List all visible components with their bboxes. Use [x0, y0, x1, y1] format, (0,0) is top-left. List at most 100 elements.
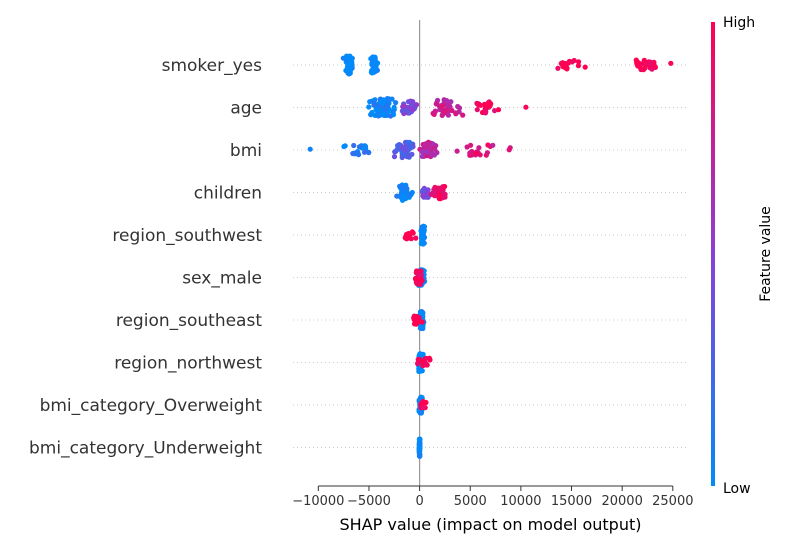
shap-point — [582, 64, 588, 70]
shap-point — [420, 187, 426, 193]
shap-point — [649, 66, 655, 72]
shap-point — [425, 188, 431, 194]
shap-point — [523, 104, 529, 110]
shap-point — [341, 143, 347, 150]
shap-point — [425, 141, 431, 148]
shap-point — [418, 268, 424, 274]
shap-point — [424, 149, 430, 155]
shap-point — [456, 109, 462, 115]
shap-point — [414, 313, 420, 320]
shap-point — [642, 65, 648, 71]
shap-point — [393, 100, 399, 106]
shap-point — [576, 59, 582, 65]
shap-point — [347, 67, 353, 73]
shap-point — [399, 197, 406, 203]
x-tick-label: 5000 — [454, 494, 487, 509]
colorbar: High Low Feature value — [711, 15, 774, 497]
shap-point — [352, 150, 358, 156]
feature-label: smoker_yes — [162, 56, 263, 76]
shap-point — [399, 183, 405, 189]
shap-point — [468, 152, 475, 158]
shap-point — [454, 148, 460, 154]
shap-point — [362, 143, 369, 149]
shap-point — [477, 102, 483, 108]
shap-point — [648, 59, 654, 65]
feature-label: bmi_category_Overweight — [40, 396, 263, 416]
shap-point — [561, 60, 567, 66]
shap-point — [415, 356, 421, 363]
shap-point — [575, 63, 582, 69]
points-layer — [307, 53, 674, 459]
feature-label: region_southwest — [112, 226, 262, 246]
shap-point — [414, 276, 420, 282]
x-tick-label: −10000 — [292, 494, 344, 509]
x-tick-label: 20000 — [601, 494, 642, 509]
feature-label: region_southeast — [116, 311, 262, 331]
shap-point — [430, 189, 436, 195]
shap-point — [495, 107, 502, 113]
shap-point — [347, 54, 353, 60]
shap-point — [377, 99, 383, 105]
shap-point — [668, 60, 674, 66]
shap-point — [488, 101, 494, 107]
shap-point — [637, 64, 643, 71]
shap-point — [433, 101, 439, 107]
shap-point — [404, 186, 410, 192]
shap-point — [372, 112, 378, 118]
shap-point — [369, 98, 375, 104]
shap-point — [402, 147, 408, 153]
shap-point — [474, 107, 480, 113]
feature-label: sex_male — [182, 269, 262, 289]
shap-point — [414, 102, 420, 108]
shap-point — [419, 153, 425, 159]
shap-point — [455, 103, 461, 110]
shap-point — [366, 104, 372, 110]
shap-point — [432, 109, 438, 115]
shap-point — [347, 60, 353, 66]
shap-point — [481, 101, 488, 107]
shap-point — [356, 144, 362, 150]
shap-point — [366, 149, 372, 156]
x-tick-label: −5000 — [347, 494, 391, 509]
colorbar-gradient — [711, 22, 715, 486]
feature-label: bmi_category_Underweight — [29, 439, 262, 459]
shap-point — [419, 239, 425, 245]
shap-point — [390, 112, 397, 118]
shap-point — [384, 96, 390, 102]
shap-point — [402, 235, 408, 241]
shap-point — [429, 151, 435, 157]
shap-point — [460, 112, 466, 118]
x-tick-label: 0 — [415, 494, 423, 509]
x-axis: −10000 −5000 0 5000 10000 15000 20000 25000 — [292, 485, 693, 509]
grid-lines — [293, 64, 688, 448]
shap-point — [419, 323, 425, 330]
shap-point — [436, 186, 442, 192]
shap-point — [423, 362, 429, 368]
shap-point — [464, 144, 470, 150]
shap-point — [555, 65, 561, 71]
colorbar-title: Feature value — [758, 206, 774, 302]
shap-point — [413, 235, 419, 241]
shap-point — [369, 61, 375, 68]
shap-point — [417, 451, 423, 457]
shap-point — [483, 109, 489, 115]
shap-point — [506, 147, 512, 153]
x-tick-label: 10000 — [500, 494, 541, 509]
x-tick-label: 25000 — [652, 494, 693, 509]
shap-point — [439, 103, 445, 109]
shap-point — [477, 152, 483, 158]
shap-point — [419, 277, 425, 283]
shap-point — [420, 228, 426, 234]
shap-point — [399, 108, 405, 114]
colorbar-low-label: Low — [723, 481, 751, 497]
shap-point — [442, 183, 448, 190]
shap-point — [351, 142, 357, 149]
shap-point — [370, 54, 376, 60]
shap-point — [569, 59, 575, 65]
shap-point — [416, 437, 423, 443]
feature-label: children — [194, 184, 262, 204]
shap-point — [417, 318, 423, 325]
shap-point — [484, 150, 490, 156]
